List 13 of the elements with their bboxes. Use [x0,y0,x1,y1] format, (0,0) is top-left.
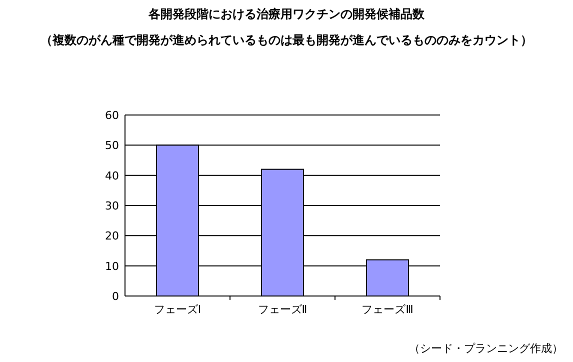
y-tick-label: 40 [105,169,119,182]
y-tick-label: 60 [105,109,119,122]
chart-title: 各開発段階における治療用ワクチンの開発候補品数 [148,7,426,21]
y-tick-label: 0 [112,290,119,303]
y-tick-label: 10 [105,260,119,273]
chart-subtitle: （複数のがん種で開発が進められているものは最も開発が進んでいるもののみをカウント） [40,33,532,47]
x-tick-label: フェーズⅢ [362,303,414,316]
text: （シード・プランニング作成） [409,342,563,355]
y-tick-label: 50 [105,139,119,152]
y-tick-label: 20 [105,230,119,243]
y-tick-label: 30 [105,200,119,212]
x-tick-label: フェーズⅠ [154,303,202,316]
x-tick-label: フェーズⅡ [258,303,308,316]
